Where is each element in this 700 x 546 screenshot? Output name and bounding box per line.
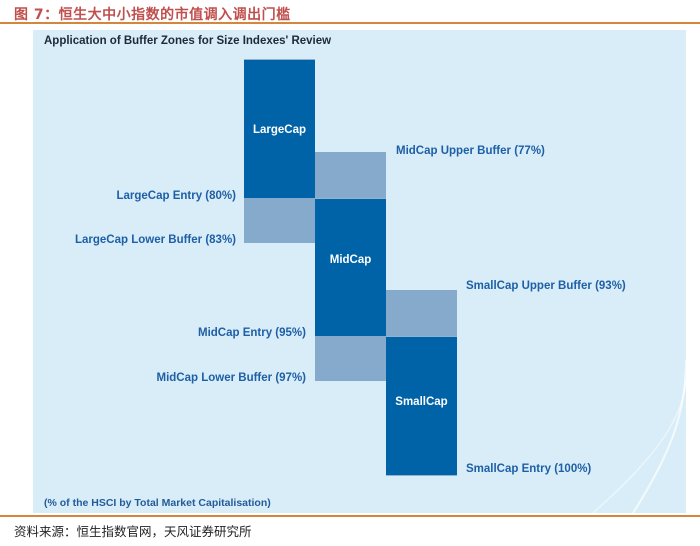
diagram-title: Application of Buffer Zones for Size Ind… — [44, 35, 332, 47]
midcap-lower-buffer-block — [315, 336, 386, 381]
midcap-upper-buffer-label: MidCap Upper Buffer (77%) — [396, 145, 545, 157]
largecap-entry-label: LargeCap Entry (80%) — [116, 190, 236, 202]
midcap-block: MidCap — [315, 198, 386, 337]
top-divider — [0, 22, 700, 24]
diagram-footnote: (% of the HSCI by Total Market Capitalis… — [44, 497, 271, 509]
largecap-label: LargeCap — [252, 124, 307, 136]
smallcap-upper-buffer-label: SmallCap Upper Buffer (93%) — [466, 280, 626, 292]
midcap-label: MidCap — [329, 254, 372, 266]
largecap-lower-buffer-block — [244, 198, 315, 243]
midcap-upper-buffer-block — [315, 152, 386, 198]
figure-title: 图 7：恒生大中小指数的市值调入调出门槛 — [14, 7, 291, 23]
smallcap-entry-label: SmallCap Entry (100%) — [466, 463, 592, 475]
smallcap-label: SmallCap — [395, 396, 448, 408]
source-note: 资料来源：恒生指数官网，天风证券研究所 — [14, 524, 252, 539]
midcap-lower-buffer-label: MidCap Lower Buffer (97%) — [156, 372, 306, 384]
largecap-block: LargeCap — [244, 59, 315, 199]
largecap-lower-buffer-label: LargeCap Lower Buffer (83%) — [74, 234, 236, 246]
smallcap-block: SmallCap — [386, 336, 457, 476]
smallcap-upper-buffer-block — [386, 290, 457, 336]
decorative-arc — [592, 359, 686, 513]
bottom-divider — [0, 515, 700, 517]
midcap-entry-label: MidCap Entry (95%) — [198, 327, 306, 339]
diagram-panel: Application of Buffer Zones for Size Ind… — [33, 30, 686, 513]
